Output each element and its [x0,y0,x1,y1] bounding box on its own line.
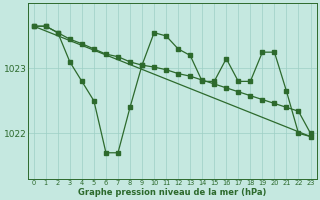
X-axis label: Graphe pression niveau de la mer (hPa): Graphe pression niveau de la mer (hPa) [78,188,266,197]
